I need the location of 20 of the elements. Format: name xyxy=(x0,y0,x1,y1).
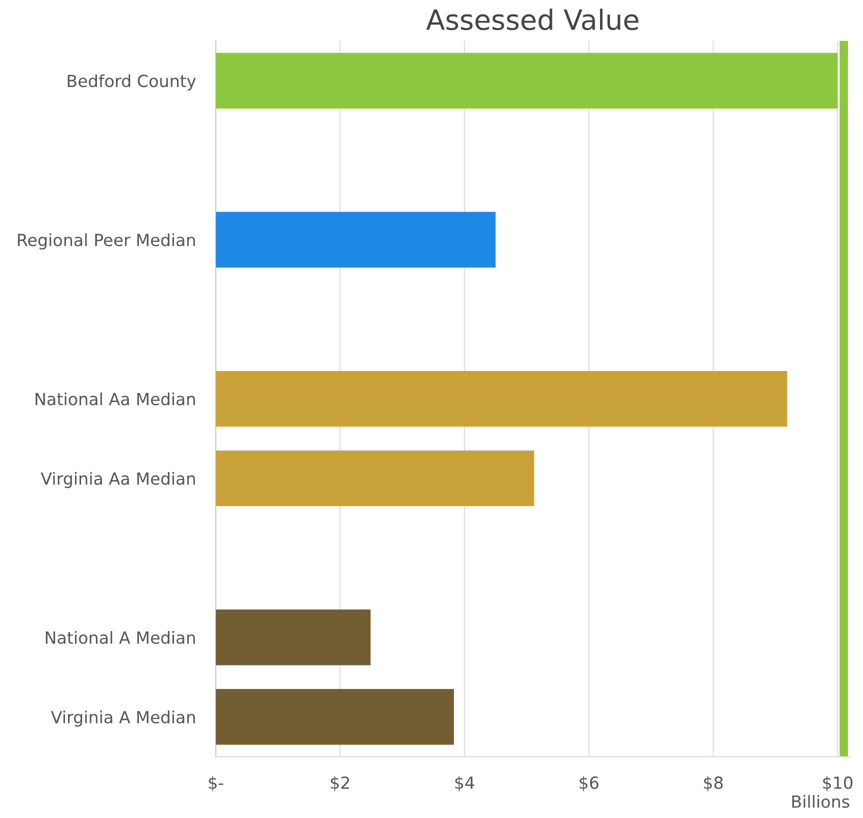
y-tick-label: Regional Peer Median xyxy=(18,233,195,250)
x-tick-label: $6 xyxy=(580,776,598,792)
x-tick-label: $8 xyxy=(704,776,723,792)
bar xyxy=(216,52,838,108)
bar xyxy=(216,370,788,427)
bar xyxy=(216,610,371,666)
y-tick-label: Virginia Aa Median xyxy=(40,472,195,488)
x-tick-label: $4 xyxy=(455,776,474,792)
bar xyxy=(216,212,496,268)
x-tick-label: $10 xyxy=(823,776,852,792)
y-tick-label: National Aa Median xyxy=(36,392,195,406)
chart-title: Assessed Value xyxy=(426,8,638,30)
x-axis-title: Billions xyxy=(792,795,850,808)
x-tick-label: $- xyxy=(208,776,224,792)
bar xyxy=(216,689,454,745)
y-tick-label: National A Median xyxy=(46,631,195,644)
y-tick-label: Virginia A Median xyxy=(50,710,195,727)
x-tick-label: $2 xyxy=(330,776,350,792)
y-tick-label: Bedford County xyxy=(68,74,196,90)
bar xyxy=(216,450,534,506)
